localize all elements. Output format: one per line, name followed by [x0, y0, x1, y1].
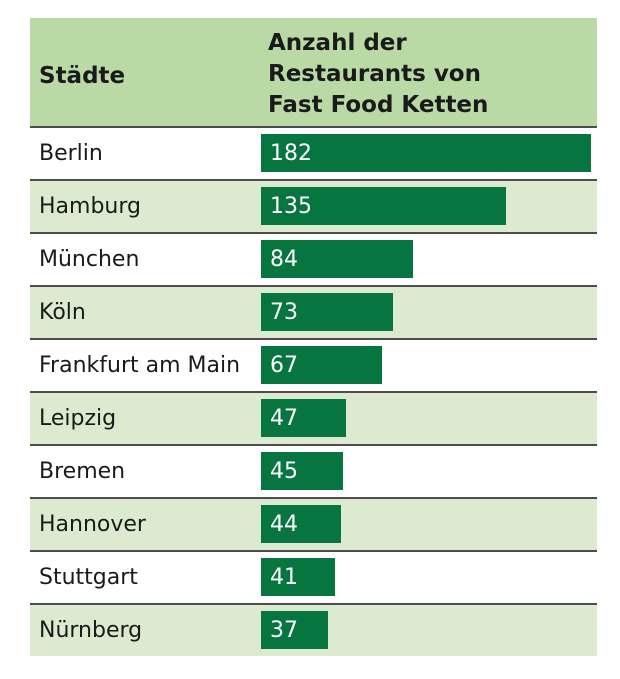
table-row: München 84	[30, 232, 597, 285]
value-bar: 41	[261, 558, 336, 596]
value-bar: 45	[261, 452, 343, 490]
value-bar: 135	[261, 187, 506, 225]
value-label: 73	[270, 300, 298, 325]
value-label: 37	[270, 618, 298, 643]
header-city-label: Städte	[39, 63, 126, 89]
city-label: Berlin	[39, 141, 103, 166]
value-label: 182	[270, 141, 312, 166]
city-label: Bremen	[39, 459, 126, 484]
city-label: München	[39, 247, 140, 272]
table-row: Köln 73	[30, 285, 597, 338]
city-label: Nürnberg	[39, 618, 143, 643]
value-label: 84	[270, 247, 298, 272]
table-header: Städte Anzahl der Restaurants von Fast F…	[30, 18, 597, 126]
table-row: Berlin 182	[30, 126, 597, 179]
fast-food-table: Städte Anzahl der Restaurants von Fast F…	[30, 18, 597, 656]
city-label: Hannover	[39, 512, 146, 537]
header-value-line-2: Restaurants von	[268, 61, 481, 87]
value-bar: 182	[261, 134, 591, 172]
city-label: Hamburg	[39, 194, 141, 219]
table-row: Bremen 45	[30, 444, 597, 497]
value-bar: 47	[261, 399, 347, 437]
city-label: Stuttgart	[39, 565, 138, 590]
value-bar: 37	[261, 611, 329, 649]
city-label: Köln	[39, 300, 86, 325]
city-label: Frankfurt am Main	[39, 353, 241, 378]
value-label: 45	[270, 459, 298, 484]
value-label: 44	[270, 512, 298, 537]
city-label: Leipzig	[39, 406, 117, 431]
value-label: 67	[270, 353, 298, 378]
value-label: 135	[270, 194, 312, 219]
value-label: 41	[270, 565, 298, 590]
header-value-line-3: Fast Food Ketten	[268, 92, 489, 118]
table-row: Nürnberg 37	[30, 603, 597, 656]
table-row: Hamburg 135	[30, 179, 597, 232]
value-label: 47	[270, 406, 298, 431]
table-row: Stuttgart 41	[30, 550, 597, 603]
header-value-label: Anzahl der Restaurants von Fast Food Ket…	[268, 28, 488, 121]
table-row: Hannover 44	[30, 497, 597, 550]
table-body: Berlin 182 Hamburg 135 München 84 Köln 73 Frankf…	[30, 126, 597, 656]
value-bar: 73	[261, 293, 394, 331]
value-bar: 44	[261, 505, 341, 543]
table-row: Frankfurt am Main 67	[30, 338, 597, 391]
header-value-line-1: Anzahl der	[268, 30, 407, 56]
table-row: Leipzig 47	[30, 391, 597, 444]
value-bar: 67	[261, 346, 383, 384]
value-bar: 84	[261, 240, 414, 278]
